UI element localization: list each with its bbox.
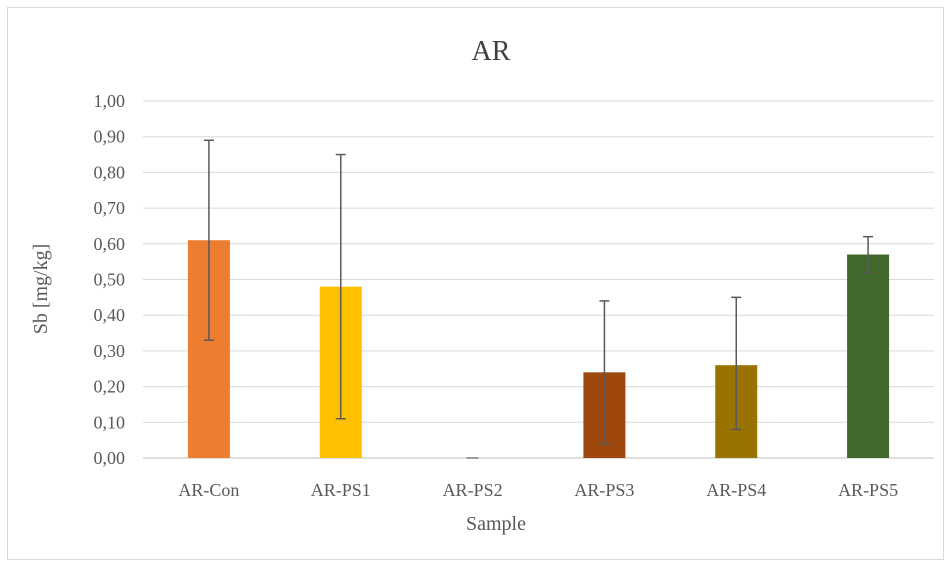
- chart-frame: [7, 7, 944, 560]
- error-bars: [203, 139, 874, 445]
- error-bar-ar-ps3: [599, 300, 610, 445]
- bar-ar-ps5: [847, 254, 890, 458]
- y-tick-label: 0,70: [94, 198, 126, 218]
- x-tick-label: AR-PS4: [706, 480, 766, 500]
- y-axis-ticks: 0,00 0,10 0,20 0,30 0,40 0,50 0,60 0,70 0,80 0,90…: [94, 91, 126, 468]
- x-axis-ticks: AR-Con AR-PS1 AR-PS2 AR-PS3 AR-PS4 AR-PS5: [178, 480, 898, 500]
- x-tick-label: AR-PS2: [443, 480, 503, 500]
- error-bar-ar-ps4: [731, 296, 742, 431]
- y-tick-label: 0,40: [94, 305, 126, 325]
- x-tick-label: AR-PS3: [574, 480, 634, 500]
- gridlines: [143, 100, 934, 459]
- y-tick-label: 0,30: [94, 341, 126, 361]
- y-tick-label: 0,00: [94, 448, 126, 468]
- error-bar-ar-ps1: [335, 153, 346, 420]
- x-tick-label: AR-Con: [178, 480, 239, 500]
- y-tick-label: 1,00: [94, 91, 126, 111]
- y-axis-label: Sb [mg/kg]: [30, 244, 52, 335]
- y-tick-label: 0,60: [94, 234, 126, 254]
- y-tick-label: 0,20: [94, 377, 126, 397]
- x-axis-label: Sample: [466, 513, 526, 535]
- x-tick-label: AR-PS1: [311, 480, 371, 500]
- bars: [187, 240, 890, 459]
- y-tick-label: 0,50: [94, 270, 126, 290]
- x-tick-label: AR-PS5: [838, 480, 898, 500]
- error-bar-ar-ps5: [863, 235, 874, 274]
- y-tick-label: 0,10: [94, 412, 126, 432]
- chart-title: AR: [472, 36, 511, 67]
- y-tick-label: 0,90: [94, 127, 126, 147]
- error-bar-ar-con: [203, 139, 214, 341]
- y-tick-label: 0,80: [94, 162, 126, 182]
